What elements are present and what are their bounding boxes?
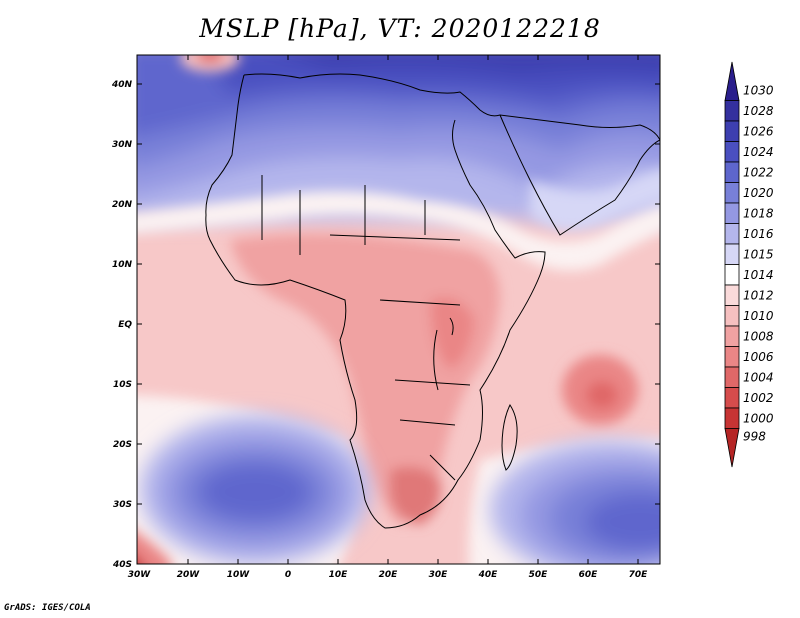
colorbar-cell <box>724 141 740 163</box>
lat-label: 10S <box>113 380 660 390</box>
colorbar-label: 1006 <box>743 350 774 364</box>
svg-text:50E: 50E <box>529 570 549 580</box>
colorbar-label: 1015 <box>743 247 774 261</box>
colorbar-cell <box>724 305 740 327</box>
pressure-field <box>137 55 660 564</box>
colorbar-label: 1024 <box>743 145 774 159</box>
colorbar-cell <box>724 61 740 101</box>
coastline-outline <box>205 73 660 529</box>
colorbar-label: 1028 <box>743 104 774 118</box>
colorbar-label: 1030 <box>743 83 774 97</box>
svg-text:20N: 20N <box>112 200 133 210</box>
svg-text:40E: 40E <box>478 570 499 580</box>
lat-label: 40S <box>112 560 132 570</box>
svg-text:30W: 30W <box>128 570 152 580</box>
lon-label: 50E <box>529 55 549 580</box>
grads-credit: GrADS: IGES/COLA <box>4 603 91 613</box>
colorbar-label: 1020 <box>743 186 774 200</box>
lon-label: 70E <box>629 55 649 580</box>
colorbar-label: 1004 <box>743 370 774 384</box>
svg-text:20E: 20E <box>379 570 399 580</box>
lat-label: 40N <box>111 80 660 90</box>
svg-text:0: 0 <box>285 570 291 580</box>
colorbar-cell <box>724 264 740 286</box>
colorbar-cell <box>724 161 740 183</box>
colorbar-label: 998 <box>743 430 766 444</box>
svg-text:10E: 10E <box>329 570 349 580</box>
lon-label: 10E <box>329 55 349 580</box>
colorbar-cell <box>724 284 740 306</box>
svg-text:30S: 30S <box>113 500 132 510</box>
colorbar-cell <box>724 100 740 122</box>
map-frame <box>136 54 661 565</box>
colorbar-label: 1010 <box>743 309 774 323</box>
lat-label: 30N <box>112 140 660 150</box>
svg-text:70E: 70E <box>629 570 649 580</box>
colorbar-label: 1016 <box>743 227 774 241</box>
colorbar-label: 1000 <box>743 411 774 425</box>
colorbar-cell <box>724 346 740 368</box>
svg-text:20W: 20W <box>177 570 201 580</box>
lon-label: 40E <box>478 55 499 580</box>
svg-text:40N: 40N <box>111 80 133 90</box>
svg-text:60E: 60E <box>579 570 599 580</box>
colorbar-cell <box>724 387 740 409</box>
colorbar-label: 1008 <box>743 329 774 343</box>
svg-text:30N: 30N <box>112 140 133 150</box>
colorbar-cell <box>724 325 740 347</box>
lon-label: 20W <box>177 55 201 580</box>
colorbar-label: 1002 <box>743 391 774 405</box>
lon-label: 10W <box>227 55 251 580</box>
latitude-axis: 40N 30N 20N 10N EQ 10S 20S 30S 40S <box>111 80 660 570</box>
lat-label: EQ <box>118 320 660 330</box>
lat-label: 30S <box>113 500 660 510</box>
svg-text:10N: 10N <box>112 260 133 270</box>
colorbar-cell <box>724 120 740 142</box>
colorbar-cell <box>724 407 740 429</box>
svg-text:10W: 10W <box>227 570 251 580</box>
colorbar-cell <box>724 223 740 245</box>
colorbar-cell <box>724 182 740 204</box>
longitude-axis: 30W 20W 10W 0 10E 20E 30E 40E 50E 60E 70… <box>128 55 648 580</box>
colorbar-cell <box>724 243 740 265</box>
lon-label: 0 <box>285 55 291 580</box>
colorbar-label: 1022 <box>743 165 774 179</box>
lon-label: 20E <box>379 55 399 580</box>
map-title: MSLP [hPa], VT: 2020122218 <box>199 14 601 43</box>
colorbar-cell <box>724 366 740 388</box>
svg-text:40S: 40S <box>112 560 132 570</box>
colorbar-cell <box>724 202 740 224</box>
lat-label: 10N <box>112 260 660 270</box>
svg-text:EQ: EQ <box>118 320 132 330</box>
lon-label: 30W <box>128 570 152 580</box>
lon-label: 30E <box>429 55 449 580</box>
svg-text:10S: 10S <box>113 380 132 390</box>
colorbar-label: 1026 <box>743 124 774 138</box>
svg-text:20S: 20S <box>113 440 132 450</box>
lat-label: 20S <box>113 440 660 450</box>
colorbar-label: 1012 <box>743 288 774 302</box>
svg-text:30E: 30E <box>429 570 449 580</box>
colorbar-label: 1014 <box>743 268 774 282</box>
lat-label: 20N <box>112 200 660 210</box>
colorbar: 1030 1028 1026 1024 1022 1020 1018 1016 1015 1014… <box>724 61 774 468</box>
colorbar-label: 1018 <box>743 206 774 220</box>
colorbar-cell <box>724 428 740 468</box>
lon-label: 60E <box>579 55 599 580</box>
